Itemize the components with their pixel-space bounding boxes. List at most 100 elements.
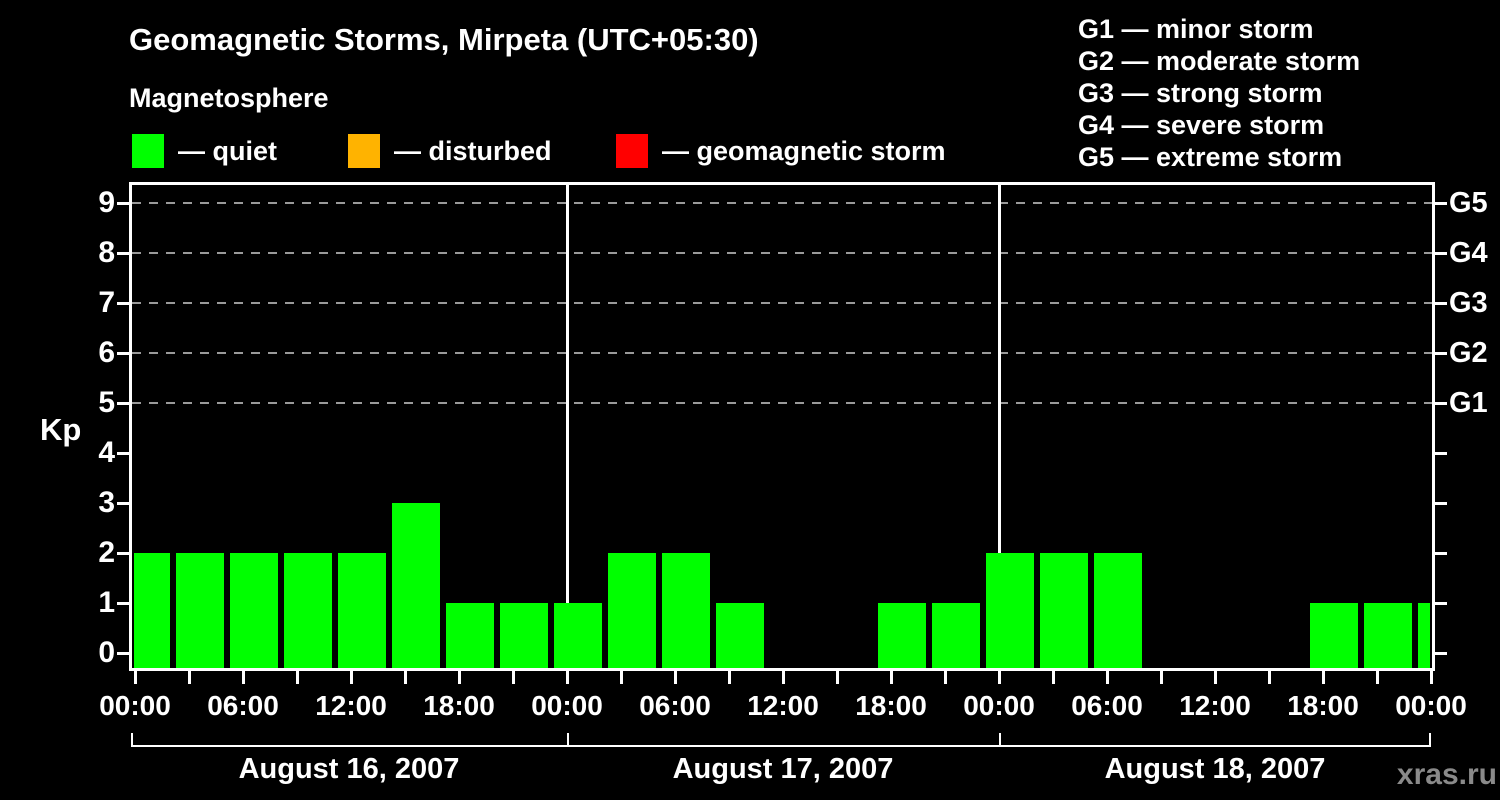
kp-bar xyxy=(1094,553,1142,668)
kp-bar xyxy=(1310,603,1358,668)
date-bracket-tick xyxy=(999,733,1001,747)
day-divider xyxy=(998,185,1001,668)
x-axis-label: 00:00 xyxy=(531,690,603,721)
y-axis-tick-right xyxy=(1432,652,1447,655)
x-axis-tick xyxy=(188,671,191,684)
x-axis-tick xyxy=(350,671,353,684)
day-divider xyxy=(566,185,569,668)
x-axis-tick xyxy=(134,671,137,684)
x-axis-label: 18:00 xyxy=(423,690,495,721)
chart-title: Geomagnetic Storms, Mirpeta (UTC+05:30) xyxy=(129,22,759,57)
g-scale-legend-item: G4 — severe storm xyxy=(1078,110,1325,140)
disturbed-color-swatch xyxy=(348,134,380,168)
g-level-label: G2 xyxy=(1449,337,1488,369)
y-axis-label: 5 xyxy=(98,386,115,419)
g-level-label: G5 xyxy=(1449,187,1488,219)
x-axis-tick xyxy=(512,671,515,684)
legend-label-geomagnetic-storm: — geomagnetic storm xyxy=(662,135,946,166)
y-axis-tick-left xyxy=(117,452,132,455)
kp-bar xyxy=(1364,603,1412,668)
legend-item-geomagnetic-storm: — geomagnetic storm xyxy=(616,132,946,170)
watermark: xras.ru xyxy=(1396,758,1497,791)
g-scale-legend-item: G3 — strong storm xyxy=(1078,78,1323,108)
x-axis-tick xyxy=(1106,671,1109,684)
x-axis-label: 18:00 xyxy=(855,690,927,721)
x-axis-tick xyxy=(674,671,677,684)
gridline-kp9 xyxy=(132,202,1432,204)
gridline-kp7 xyxy=(132,302,1432,304)
x-axis-tick xyxy=(620,671,623,684)
y-axis-label: 9 xyxy=(98,186,115,219)
x-axis-tick xyxy=(1052,671,1055,684)
x-axis-tick xyxy=(242,671,245,684)
x-axis-tick xyxy=(998,671,1001,684)
x-axis-tick xyxy=(1160,671,1163,684)
kp-bar xyxy=(230,553,278,668)
y-axis-tick-right xyxy=(1432,452,1447,455)
x-axis-tick xyxy=(782,671,785,684)
kp-bar xyxy=(338,553,386,668)
chart-subtitle: Magnetosphere xyxy=(129,83,329,113)
x-axis-tick xyxy=(1214,671,1217,684)
y-axis-tick-left xyxy=(117,202,132,205)
legend-item-quiet: — quiet xyxy=(132,132,277,170)
date-label: August 17, 2007 xyxy=(672,753,894,785)
x-axis-label: 18:00 xyxy=(1287,690,1359,721)
x-axis-label: 06:00 xyxy=(207,690,279,721)
date-bracket xyxy=(131,745,1431,747)
g-level-label: G1 xyxy=(1449,387,1488,419)
date-label: August 18, 2007 xyxy=(1104,753,1326,785)
date-bracket-tick xyxy=(1429,733,1431,747)
y-axis-tick-right xyxy=(1432,402,1447,405)
y-axis-tick-left xyxy=(117,652,132,655)
x-axis-label: 00:00 xyxy=(1395,690,1467,721)
kp-bar xyxy=(932,603,980,668)
x-axis-tick xyxy=(1322,671,1325,684)
y-axis-tick-right xyxy=(1432,502,1447,505)
x-axis-tick xyxy=(1376,671,1379,684)
x-axis-label: 06:00 xyxy=(1071,690,1143,721)
x-axis-tick xyxy=(728,671,731,684)
quiet-color-swatch xyxy=(132,134,164,168)
x-axis-label: 00:00 xyxy=(963,690,1035,721)
y-axis-tick-right xyxy=(1432,602,1447,605)
y-axis-title: Kp xyxy=(40,412,82,447)
x-axis-tick xyxy=(1430,671,1433,684)
y-axis-label: 1 xyxy=(98,586,115,619)
kp-bar xyxy=(608,553,656,668)
kp-bar xyxy=(176,553,224,668)
x-axis-label: 12:00 xyxy=(747,690,819,721)
y-axis-label: 3 xyxy=(98,486,115,519)
plot-frame xyxy=(129,182,1435,671)
x-axis-label: 12:00 xyxy=(315,690,387,721)
g-scale-legend-item: G5 — extreme storm xyxy=(1078,142,1343,172)
y-axis-label: 6 xyxy=(98,336,115,369)
kp-bar xyxy=(878,603,926,668)
kp-bar xyxy=(554,603,602,668)
x-axis-label: 00:00 xyxy=(99,690,171,721)
y-axis-tick-left xyxy=(117,302,132,305)
x-axis-label: 12:00 xyxy=(1179,690,1251,721)
geomagnetic-storm-color-swatch xyxy=(616,134,648,168)
x-axis-tick xyxy=(296,671,299,684)
kp-bar xyxy=(1418,603,1430,668)
y-axis-tick-right xyxy=(1432,352,1447,355)
y-axis-tick-right xyxy=(1432,302,1447,305)
g-level-label: G3 xyxy=(1449,287,1488,319)
y-axis-tick-left xyxy=(117,252,132,255)
kp-bar xyxy=(986,553,1034,668)
date-bracket-tick xyxy=(131,733,133,747)
x-axis-tick xyxy=(404,671,407,684)
y-axis-tick-right xyxy=(1432,202,1447,205)
gridline-kp6 xyxy=(132,352,1432,354)
y-axis-label: 4 xyxy=(98,436,115,469)
gridline-kp8 xyxy=(132,252,1432,254)
kp-bar xyxy=(662,553,710,668)
kp-bar xyxy=(134,553,170,668)
date-bracket-tick xyxy=(567,733,569,747)
y-axis-tick-right xyxy=(1432,552,1447,555)
x-axis-tick xyxy=(890,671,893,684)
g-level-label: G4 xyxy=(1449,237,1488,269)
y-axis-tick-left xyxy=(117,602,132,605)
